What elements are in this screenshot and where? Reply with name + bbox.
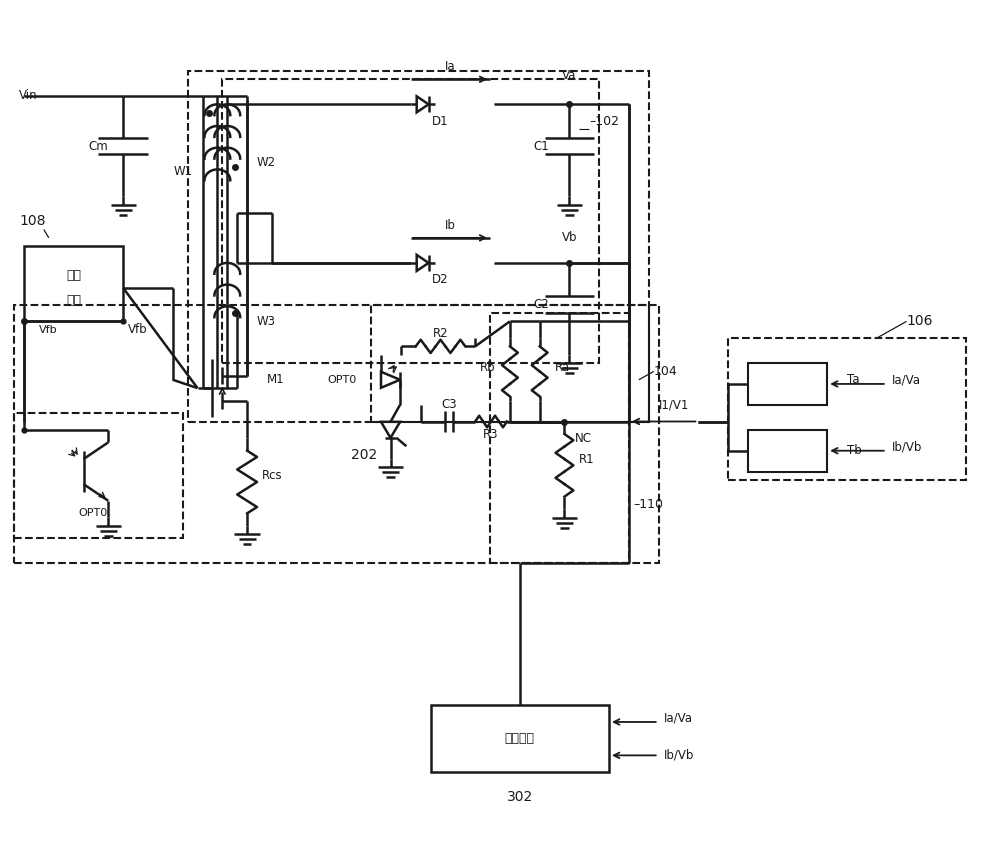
Text: Ia/Va: Ia/Va	[664, 711, 693, 724]
Text: –110: –110	[634, 498, 664, 512]
Text: 106: 106	[907, 314, 933, 328]
Text: 104: 104	[654, 365, 677, 378]
Polygon shape	[417, 255, 429, 271]
Text: Vfb: Vfb	[128, 323, 148, 336]
Polygon shape	[417, 96, 429, 112]
Bar	[222, 79, 599, 363]
Text: 108: 108	[19, 214, 46, 228]
Text: R3: R3	[483, 427, 499, 441]
Text: OPT0: OPT0	[327, 375, 356, 384]
Bar	[14, 413, 183, 539]
Text: Ib/Vb: Ib/Vb	[892, 440, 922, 453]
Text: –102: –102	[589, 115, 619, 127]
Text: Ra: Ra	[555, 361, 570, 373]
Text: 302: 302	[507, 790, 533, 804]
Text: OPT0: OPT0	[79, 508, 108, 518]
Text: R1: R1	[579, 453, 595, 465]
Text: Ia/Va: Ia/Va	[892, 373, 921, 386]
Text: I1/V1: I1/V1	[659, 398, 689, 411]
Bar	[431, 706, 609, 772]
Text: Rcs: Rcs	[262, 470, 283, 482]
Text: 控制: 控制	[66, 269, 81, 282]
Text: D2: D2	[432, 273, 449, 286]
Bar	[728, 338, 966, 480]
Text: NC: NC	[574, 432, 591, 445]
Text: 202: 202	[351, 448, 378, 462]
Text: 电路: 电路	[66, 294, 81, 307]
Text: Ib/Vb: Ib/Vb	[664, 749, 694, 762]
Text: C3: C3	[442, 398, 457, 411]
Text: Vin: Vin	[19, 89, 38, 103]
Text: Ib: Ib	[445, 219, 456, 232]
Bar	[490, 313, 629, 563]
Text: M1: M1	[267, 373, 285, 386]
Text: Va: Va	[562, 68, 577, 82]
Bar	[748, 363, 827, 405]
Bar	[14, 304, 659, 563]
Text: Rb: Rb	[479, 361, 495, 373]
Bar	[188, 71, 649, 422]
Text: Tb: Tb	[847, 444, 862, 457]
Text: Vfb: Vfb	[39, 325, 58, 335]
Text: Ia: Ia	[445, 60, 456, 73]
Text: W1: W1	[173, 164, 193, 178]
Bar	[371, 304, 649, 422]
Text: 转换电路: 转换电路	[505, 733, 535, 745]
Text: Ta: Ta	[847, 373, 860, 386]
Bar	[748, 430, 827, 471]
Text: C1: C1	[534, 140, 550, 153]
Polygon shape	[381, 372, 400, 388]
Polygon shape	[381, 422, 400, 438]
Text: W3: W3	[257, 314, 276, 328]
Text: D1: D1	[432, 115, 449, 127]
Text: Cm: Cm	[89, 140, 108, 153]
Text: C2: C2	[534, 298, 550, 311]
Text: R2: R2	[433, 327, 448, 341]
Text: Vb: Vb	[562, 231, 577, 244]
Text: W2: W2	[257, 156, 276, 169]
Bar	[24, 246, 123, 321]
